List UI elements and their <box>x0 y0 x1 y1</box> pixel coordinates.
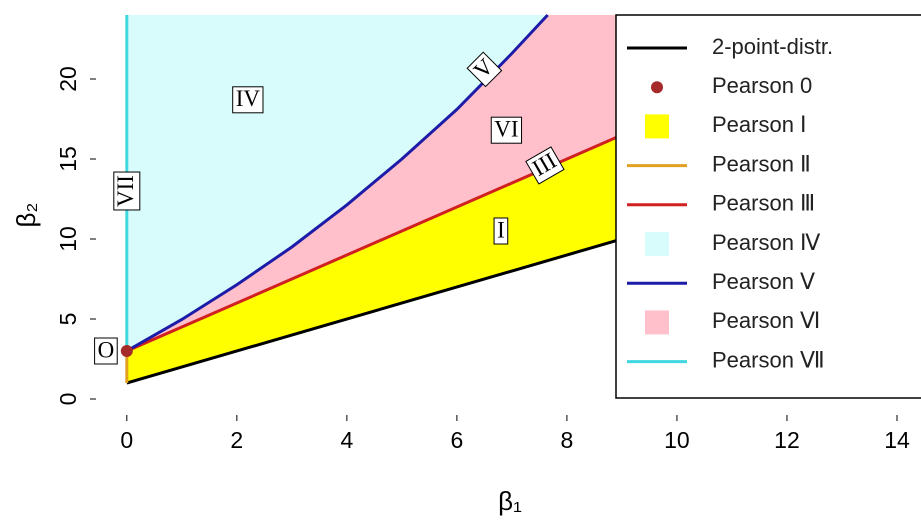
legend-swatch <box>645 114 669 139</box>
x-tick-label: 6 <box>450 427 463 453</box>
point <box>120 345 133 357</box>
x-tick-label: 14 <box>884 427 910 453</box>
annotation-box <box>466 51 503 88</box>
y-tick-label: 5 <box>55 313 81 326</box>
legend-label: 2-point-distr. <box>712 34 833 59</box>
x-tick-label: 4 <box>340 427 353 453</box>
legend-label: Pearson 0 <box>712 73 812 98</box>
annotation-box <box>232 86 264 114</box>
plot-area <box>120 13 618 385</box>
legend-label: Pearson Ⅳ <box>712 230 821 255</box>
annotation-text: IV <box>236 86 261 111</box>
annotation-text: VI <box>494 116 518 141</box>
x-tick-label: 2 <box>230 427 243 453</box>
y-tick-label: 15 <box>55 146 81 172</box>
x-tick-label: 10 <box>664 427 690 453</box>
annotation-box <box>94 337 118 365</box>
annotation: VI <box>490 116 523 144</box>
line <box>126 239 617 385</box>
y-axis-label: β₂ <box>11 202 41 227</box>
legend-label: Pearson Ⅲ <box>712 191 815 216</box>
legend-label: Pearson Ⅵ <box>712 308 820 333</box>
region <box>126 137 617 383</box>
annotation-text: I <box>497 217 505 242</box>
legend-label: Pearson Ⅶ <box>712 347 825 372</box>
legend-swatch <box>645 232 669 256</box>
x-axis-label: β₁ <box>498 486 522 516</box>
annotation-box <box>493 217 509 245</box>
annotation: I <box>493 217 509 245</box>
legend-label: Pearson Ⅰ <box>712 112 807 137</box>
annotation: O <box>94 337 118 365</box>
y-tick-label: 20 <box>55 66 81 92</box>
annotation: VII <box>113 171 141 211</box>
legend-swatch <box>651 81 663 94</box>
legend-label: Pearson Ⅴ <box>712 269 815 294</box>
region <box>126 15 617 351</box>
annotation: IV <box>232 86 264 114</box>
annotation-text: O <box>98 337 115 362</box>
annotation-box <box>490 116 523 144</box>
annotation-box <box>525 146 565 185</box>
annotation-box <box>113 171 141 211</box>
region <box>126 15 548 351</box>
legend: 2-point-distr. Pearson 0 Pearson Ⅰ Pearson … <box>615 14 921 399</box>
legend-label: Pearson Ⅱ <box>712 151 811 176</box>
x-tick-label: 0 <box>120 427 133 453</box>
legend-swatch <box>645 310 669 335</box>
y-tick-label: 10 <box>55 226 81 252</box>
y-tick-label: 0 <box>55 393 81 406</box>
x-tick-label: 12 <box>774 427 800 453</box>
annotation-text: VII <box>113 175 138 207</box>
x-tick-label: 8 <box>561 427 574 453</box>
